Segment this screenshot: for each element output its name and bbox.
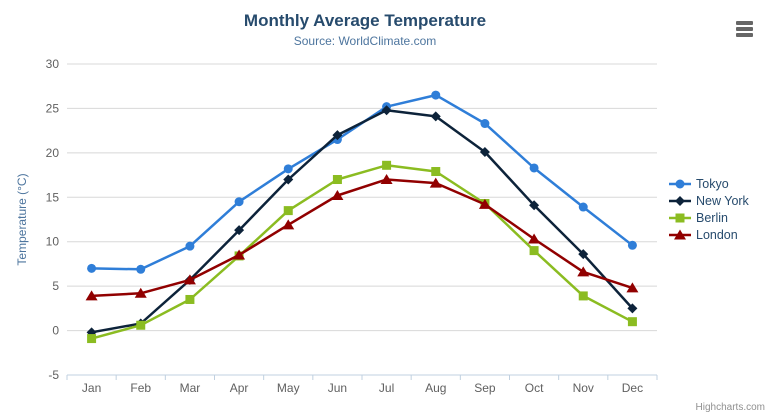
legend-item-london[interactable]: London (668, 226, 749, 243)
legend-label-london: London (696, 227, 738, 242)
tokyo-marker-icon (669, 179, 691, 188)
berlin-marker-icon (669, 213, 691, 222)
data-point-berlin-dec[interactable] (627, 317, 637, 327)
data-point-tokyo-jan[interactable] (87, 263, 97, 273)
x-tick-label: Aug (425, 381, 446, 395)
data-point-london-oct[interactable] (528, 233, 541, 244)
data-point-new-york-dec[interactable] (627, 303, 638, 314)
data-point-berlin-feb[interactable] (136, 320, 146, 330)
data-point-berlin-jul[interactable] (382, 160, 392, 170)
x-tick-label: Dec (622, 381, 643, 395)
y-tick-label: 10 (46, 235, 60, 249)
data-point-berlin-jan[interactable] (87, 334, 97, 344)
legend-label-berlin: Berlin (696, 210, 728, 225)
data-point-berlin-oct[interactable] (529, 246, 539, 256)
y-tick-label: 25 (46, 101, 60, 115)
x-tick-label: Apr (230, 381, 249, 395)
data-point-london-nov[interactable] (577, 266, 590, 277)
data-point-london-feb[interactable] (134, 287, 147, 298)
data-point-london-may[interactable] (282, 219, 295, 230)
legend-label-new-york: New York (696, 193, 749, 208)
data-point-london-aug[interactable] (429, 177, 442, 188)
data-point-tokyo-aug[interactable] (431, 90, 441, 100)
x-tick-label: Oct (525, 381, 544, 395)
data-point-tokyo-apr[interactable] (234, 197, 244, 207)
legend-label-tokyo: Tokyo (696, 176, 729, 191)
data-point-london-sep[interactable] (478, 198, 491, 209)
data-point-tokyo-feb[interactable] (136, 264, 146, 274)
data-point-new-york-jul[interactable] (381, 105, 392, 116)
data-point-berlin-nov[interactable] (578, 291, 588, 301)
x-tick-label: Feb (130, 381, 151, 395)
x-tick-label: Jan (82, 381, 101, 395)
data-point-tokyo-may[interactable] (283, 164, 293, 174)
data-point-berlin-jun[interactable] (332, 175, 342, 185)
data-point-london-jul[interactable] (380, 174, 393, 185)
x-tick-label: Mar (180, 381, 201, 395)
data-point-london-mar[interactable] (183, 274, 196, 285)
x-tick-label: Nov (573, 381, 594, 395)
data-point-new-york-aug[interactable] (430, 111, 441, 122)
y-tick-label: 5 (52, 279, 59, 293)
series-line-tokyo (90, 93, 634, 271)
legend-item-new-york[interactable]: New York (668, 192, 749, 209)
export-menu-button[interactable] (734, 19, 754, 38)
london-marker-icon (669, 229, 691, 239)
new-york-marker-icon (669, 195, 691, 206)
data-point-london-apr[interactable] (233, 249, 246, 260)
data-point-london-dec[interactable] (626, 282, 639, 293)
data-point-berlin-may[interactable] (283, 206, 293, 216)
data-point-berlin-mar[interactable] (185, 294, 195, 304)
data-point-tokyo-nov[interactable] (578, 202, 588, 212)
y-axis-title: Temperature (°C) (15, 173, 29, 265)
data-point-new-york-apr[interactable] (234, 225, 245, 236)
data-point-new-york-jun[interactable] (332, 130, 343, 141)
data-point-new-york-oct[interactable] (529, 200, 540, 211)
data-point-tokyo-mar[interactable] (185, 241, 195, 251)
series-line-london (90, 178, 634, 298)
x-tick-label: Sep (474, 381, 496, 395)
data-point-tokyo-dec[interactable] (627, 240, 637, 250)
y-tick-label: 20 (46, 146, 60, 160)
data-point-berlin-aug[interactable] (431, 167, 441, 177)
data-point-new-york-sep[interactable] (479, 146, 490, 157)
legend: Tokyo New York Berlin London (668, 175, 749, 243)
data-point-london-jun[interactable] (331, 190, 344, 201)
y-tick-label: 0 (52, 324, 59, 338)
chart-subtitle: Source: WorldClimate.com (293, 34, 437, 48)
x-tick-label: May (277, 381, 300, 395)
legend-item-tokyo[interactable]: Tokyo (668, 175, 749, 192)
series-line-new-york (90, 108, 634, 334)
chart-title: Monthly Average Temperature (243, 11, 487, 30)
data-point-new-york-nov[interactable] (578, 249, 589, 260)
credits-link[interactable]: Highcharts.com (695, 402, 765, 413)
x-tick-label: Jun (328, 381, 347, 395)
data-point-tokyo-sep[interactable] (480, 119, 490, 129)
y-tick-label: -5 (48, 368, 59, 382)
data-point-tokyo-oct[interactable] (529, 163, 539, 173)
x-tick-label: Jul (379, 381, 394, 395)
y-tick-label: 30 (46, 57, 60, 71)
data-point-new-york-may[interactable] (283, 174, 294, 185)
data-point-london-jan[interactable] (85, 290, 98, 301)
y-tick-label: 15 (46, 190, 60, 204)
menu-icon (735, 20, 753, 37)
series-line-berlin (90, 164, 634, 340)
legend-item-berlin[interactable]: Berlin (668, 209, 749, 226)
